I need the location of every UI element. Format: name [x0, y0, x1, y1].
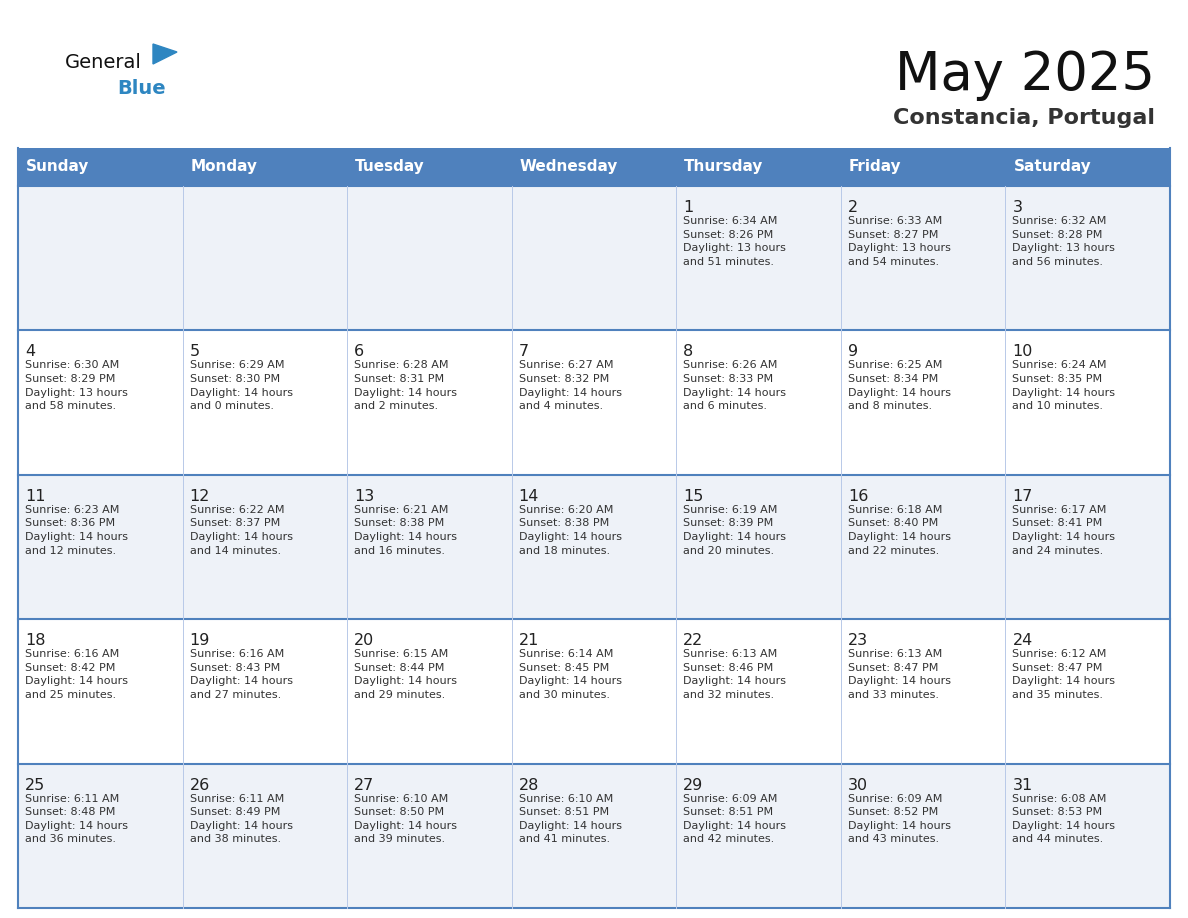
Text: 24: 24 [1012, 633, 1032, 648]
Text: 4: 4 [25, 344, 36, 360]
Text: Sunrise: 6:10 AM
Sunset: 8:50 PM
Daylight: 14 hours
and 39 minutes.: Sunrise: 6:10 AM Sunset: 8:50 PM Dayligh… [354, 793, 457, 845]
Text: General: General [65, 52, 141, 72]
Bar [18, 330, 1170, 475]
Text: 25: 25 [25, 778, 45, 792]
Text: 21: 21 [519, 633, 539, 648]
Text: Sunrise: 6:10 AM
Sunset: 8:51 PM
Daylight: 14 hours
and 41 minutes.: Sunrise: 6:10 AM Sunset: 8:51 PM Dayligh… [519, 793, 621, 845]
Text: 6: 6 [354, 344, 365, 360]
Text: 17: 17 [1012, 488, 1032, 504]
Bar [1005, 148, 1170, 186]
Text: 26: 26 [190, 778, 210, 792]
Text: 11: 11 [25, 488, 45, 504]
Bar [18, 148, 183, 186]
Text: Sunrise: 6:16 AM
Sunset: 8:43 PM
Daylight: 14 hours
and 27 minutes.: Sunrise: 6:16 AM Sunset: 8:43 PM Dayligh… [190, 649, 292, 700]
Text: 9: 9 [848, 344, 858, 360]
Text: Sunrise: 6:28 AM
Sunset: 8:31 PM
Daylight: 14 hours
and 2 minutes.: Sunrise: 6:28 AM Sunset: 8:31 PM Dayligh… [354, 361, 457, 411]
Text: Sunrise: 6:27 AM
Sunset: 8:32 PM
Daylight: 14 hours
and 4 minutes.: Sunrise: 6:27 AM Sunset: 8:32 PM Dayligh… [519, 361, 621, 411]
Text: 1: 1 [683, 200, 694, 215]
Text: 19: 19 [190, 633, 210, 648]
Text: 2: 2 [848, 200, 858, 215]
Bar [18, 620, 1170, 764]
Text: Sunrise: 6:11 AM
Sunset: 8:48 PM
Daylight: 14 hours
and 36 minutes.: Sunrise: 6:11 AM Sunset: 8:48 PM Dayligh… [25, 793, 128, 845]
Bar [18, 764, 1170, 908]
Text: 7: 7 [519, 344, 529, 360]
Text: Sunrise: 6:19 AM
Sunset: 8:39 PM
Daylight: 14 hours
and 20 minutes.: Sunrise: 6:19 AM Sunset: 8:39 PM Dayligh… [683, 505, 786, 555]
Text: Sunrise: 6:23 AM
Sunset: 8:36 PM
Daylight: 14 hours
and 12 minutes.: Sunrise: 6:23 AM Sunset: 8:36 PM Dayligh… [25, 505, 128, 555]
Text: 30: 30 [848, 778, 868, 792]
Text: Sunrise: 6:11 AM
Sunset: 8:49 PM
Daylight: 14 hours
and 38 minutes.: Sunrise: 6:11 AM Sunset: 8:49 PM Dayligh… [190, 793, 292, 845]
Text: Sunrise: 6:09 AM
Sunset: 8:52 PM
Daylight: 14 hours
and 43 minutes.: Sunrise: 6:09 AM Sunset: 8:52 PM Dayligh… [848, 793, 950, 845]
Text: Sunrise: 6:30 AM
Sunset: 8:29 PM
Daylight: 13 hours
and 58 minutes.: Sunrise: 6:30 AM Sunset: 8:29 PM Dayligh… [25, 361, 128, 411]
Text: 8: 8 [683, 344, 694, 360]
Text: 14: 14 [519, 488, 539, 504]
Text: 31: 31 [1012, 778, 1032, 792]
Text: Sunrise: 6:12 AM
Sunset: 8:47 PM
Daylight: 14 hours
and 35 minutes.: Sunrise: 6:12 AM Sunset: 8:47 PM Dayligh… [1012, 649, 1116, 700]
Text: 28: 28 [519, 778, 539, 792]
Text: Tuesday: Tuesday [355, 160, 425, 174]
Text: Constancia, Portugal: Constancia, Portugal [893, 108, 1155, 128]
Text: Friday: Friday [849, 160, 902, 174]
Text: Sunrise: 6:32 AM
Sunset: 8:28 PM
Daylight: 13 hours
and 56 minutes.: Sunrise: 6:32 AM Sunset: 8:28 PM Dayligh… [1012, 216, 1116, 267]
Text: Sunrise: 6:13 AM
Sunset: 8:46 PM
Daylight: 14 hours
and 32 minutes.: Sunrise: 6:13 AM Sunset: 8:46 PM Dayligh… [683, 649, 786, 700]
Text: May 2025: May 2025 [895, 49, 1155, 101]
Text: 29: 29 [683, 778, 703, 792]
Text: 27: 27 [354, 778, 374, 792]
Text: Sunrise: 6:34 AM
Sunset: 8:26 PM
Daylight: 13 hours
and 51 minutes.: Sunrise: 6:34 AM Sunset: 8:26 PM Dayligh… [683, 216, 786, 267]
Text: Sunrise: 6:22 AM
Sunset: 8:37 PM
Daylight: 14 hours
and 14 minutes.: Sunrise: 6:22 AM Sunset: 8:37 PM Dayligh… [190, 505, 292, 555]
Text: Sunrise: 6:33 AM
Sunset: 8:27 PM
Daylight: 13 hours
and 54 minutes.: Sunrise: 6:33 AM Sunset: 8:27 PM Dayligh… [848, 216, 950, 267]
Text: Sunrise: 6:21 AM
Sunset: 8:38 PM
Daylight: 14 hours
and 16 minutes.: Sunrise: 6:21 AM Sunset: 8:38 PM Dayligh… [354, 505, 457, 555]
Text: Wednesday: Wednesday [519, 160, 618, 174]
Text: Sunrise: 6:13 AM
Sunset: 8:47 PM
Daylight: 14 hours
and 33 minutes.: Sunrise: 6:13 AM Sunset: 8:47 PM Dayligh… [848, 649, 950, 700]
Text: Sunrise: 6:16 AM
Sunset: 8:42 PM
Daylight: 14 hours
and 25 minutes.: Sunrise: 6:16 AM Sunset: 8:42 PM Dayligh… [25, 649, 128, 700]
Bar [183, 148, 347, 186]
Text: 12: 12 [190, 488, 210, 504]
Text: 16: 16 [848, 488, 868, 504]
Text: Sunrise: 6:25 AM
Sunset: 8:34 PM
Daylight: 14 hours
and 8 minutes.: Sunrise: 6:25 AM Sunset: 8:34 PM Dayligh… [848, 361, 950, 411]
Text: Sunrise: 6:26 AM
Sunset: 8:33 PM
Daylight: 14 hours
and 6 minutes.: Sunrise: 6:26 AM Sunset: 8:33 PM Dayligh… [683, 361, 786, 411]
Text: Sunrise: 6:29 AM
Sunset: 8:30 PM
Daylight: 14 hours
and 0 minutes.: Sunrise: 6:29 AM Sunset: 8:30 PM Dayligh… [190, 361, 292, 411]
Bar [676, 148, 841, 186]
Text: Sunrise: 6:18 AM
Sunset: 8:40 PM
Daylight: 14 hours
and 22 minutes.: Sunrise: 6:18 AM Sunset: 8:40 PM Dayligh… [848, 505, 950, 555]
Text: Thursday: Thursday [684, 160, 764, 174]
Bar [18, 186, 1170, 330]
Text: Sunrise: 6:15 AM
Sunset: 8:44 PM
Daylight: 14 hours
and 29 minutes.: Sunrise: 6:15 AM Sunset: 8:44 PM Dayligh… [354, 649, 457, 700]
Text: 23: 23 [848, 633, 868, 648]
Text: 13: 13 [354, 488, 374, 504]
Text: Sunrise: 6:20 AM
Sunset: 8:38 PM
Daylight: 14 hours
and 18 minutes.: Sunrise: 6:20 AM Sunset: 8:38 PM Dayligh… [519, 505, 621, 555]
Text: Sunrise: 6:09 AM
Sunset: 8:51 PM
Daylight: 14 hours
and 42 minutes.: Sunrise: 6:09 AM Sunset: 8:51 PM Dayligh… [683, 793, 786, 845]
Bar [18, 475, 1170, 620]
Text: 22: 22 [683, 633, 703, 648]
Text: Sunrise: 6:14 AM
Sunset: 8:45 PM
Daylight: 14 hours
and 30 minutes.: Sunrise: 6:14 AM Sunset: 8:45 PM Dayligh… [519, 649, 621, 700]
Text: Sunday: Sunday [26, 160, 89, 174]
Bar [512, 148, 676, 186]
Text: Monday: Monday [190, 160, 258, 174]
Text: Sunrise: 6:24 AM
Sunset: 8:35 PM
Daylight: 14 hours
and 10 minutes.: Sunrise: 6:24 AM Sunset: 8:35 PM Dayligh… [1012, 361, 1116, 411]
Polygon shape [153, 44, 177, 64]
Text: Saturday: Saturday [1013, 160, 1092, 174]
Bar [841, 148, 1005, 186]
Text: 20: 20 [354, 633, 374, 648]
Text: 18: 18 [25, 633, 45, 648]
Text: Sunrise: 6:08 AM
Sunset: 8:53 PM
Daylight: 14 hours
and 44 minutes.: Sunrise: 6:08 AM Sunset: 8:53 PM Dayligh… [1012, 793, 1116, 845]
Text: 15: 15 [683, 488, 703, 504]
Text: 5: 5 [190, 344, 200, 360]
Text: Blue: Blue [116, 79, 165, 97]
Text: 10: 10 [1012, 344, 1032, 360]
Bar [347, 148, 512, 186]
Text: 3: 3 [1012, 200, 1023, 215]
Text: Sunrise: 6:17 AM
Sunset: 8:41 PM
Daylight: 14 hours
and 24 minutes.: Sunrise: 6:17 AM Sunset: 8:41 PM Dayligh… [1012, 505, 1116, 555]
